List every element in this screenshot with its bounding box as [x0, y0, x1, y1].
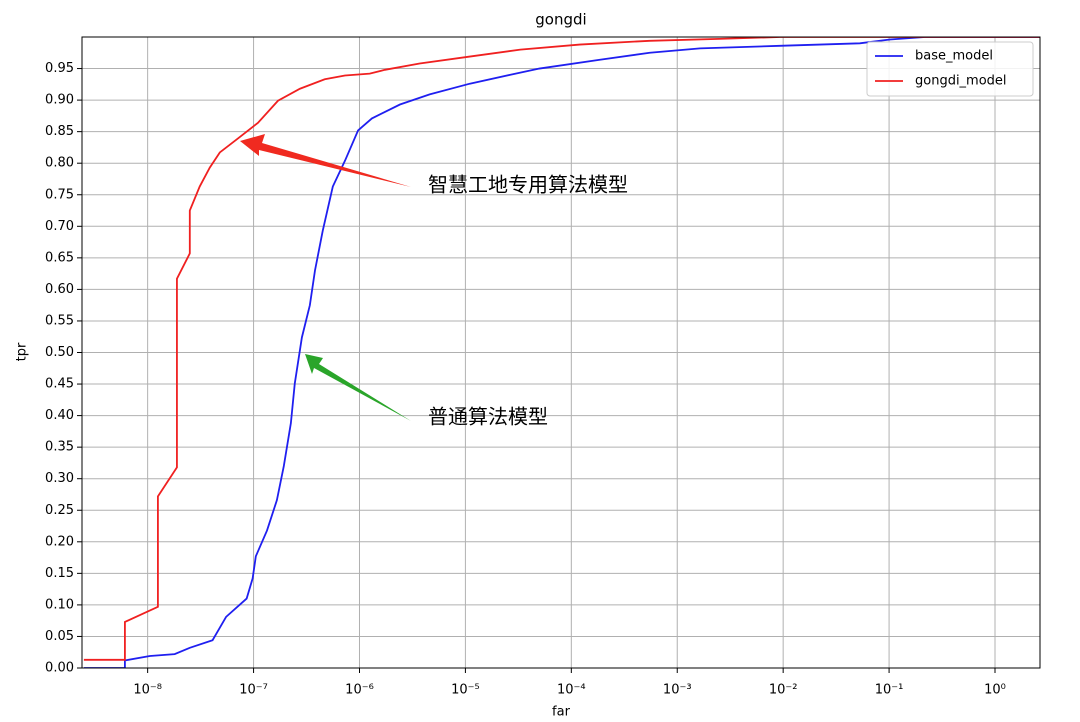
- annotation: 普通算法模型: [428, 405, 548, 429]
- y-tick-label: 0.30: [45, 471, 74, 486]
- y-tick-label: 0.80: [45, 156, 74, 171]
- x-tick-label: 10⁻²: [769, 683, 798, 698]
- y-tick-label: 0.25: [45, 503, 74, 518]
- y-tick-label: 0.10: [45, 597, 74, 612]
- y-tick-label: 0.70: [45, 219, 74, 234]
- y-tick-label: 0.65: [45, 250, 74, 265]
- y-axis-label: tpr: [15, 342, 30, 361]
- y-tick-label: 0.20: [45, 534, 74, 549]
- data-line: [83, 37, 1040, 668]
- y-tick-label: 0.85: [45, 124, 74, 139]
- x-tick-label: 10⁻³: [663, 683, 692, 698]
- chart-title: gongdi: [535, 11, 586, 29]
- x-tick-label: 10⁻⁴: [557, 683, 586, 698]
- y-tick-label: 0.55: [45, 313, 74, 328]
- legend-box: [866, 41, 1034, 97]
- annotation-arrow: [240, 134, 411, 187]
- line-layer: [83, 37, 1040, 668]
- y-tick-label: 0.95: [45, 61, 74, 76]
- x-tick-label: 10⁰: [984, 683, 1006, 698]
- x-axis-label: far: [552, 705, 571, 720]
- legend-label: base_model: [915, 49, 993, 64]
- y-tick-label: 0.60: [45, 282, 74, 297]
- y-tick-label: 0.75: [45, 187, 74, 202]
- y-tick-label: 0.45: [45, 377, 74, 392]
- y-tick-label: 0.90: [45, 93, 74, 108]
- x-tick-label: 10⁻⁶: [345, 683, 374, 698]
- y-tick-label: 0.50: [45, 345, 74, 360]
- annotation-arrow: [305, 354, 411, 421]
- annotation: 智慧工地专用算法模型: [428, 173, 628, 197]
- y-tick-label: 0.05: [45, 629, 74, 644]
- x-tick-label: 10⁻¹: [875, 683, 904, 698]
- x-tick-label: 10⁻⁸: [133, 683, 162, 698]
- legend: base_model gongdi_model: [866, 41, 1034, 97]
- y-tick-label: 0.40: [45, 408, 74, 423]
- x-tick-label: 10⁻⁵: [451, 683, 480, 698]
- x-tick-label: 10⁻⁷: [239, 683, 268, 698]
- y-tick-label: 0.15: [45, 566, 74, 581]
- grid-layer: 10⁻⁸ 10⁻⁷ 10⁻⁶ 10⁻⁵ 10⁻⁴ 10⁻³ 10⁻² 10⁻¹ 10⁰ 0.00 0…: [45, 37, 1040, 698]
- y-tick-label: 0.00: [45, 661, 74, 676]
- y-tick-label: 0.35: [45, 440, 74, 455]
- axes-frame: [81, 36, 1041, 669]
- legend-label: gongdi_model: [915, 74, 1007, 89]
- data-line: [83, 37, 1040, 661]
